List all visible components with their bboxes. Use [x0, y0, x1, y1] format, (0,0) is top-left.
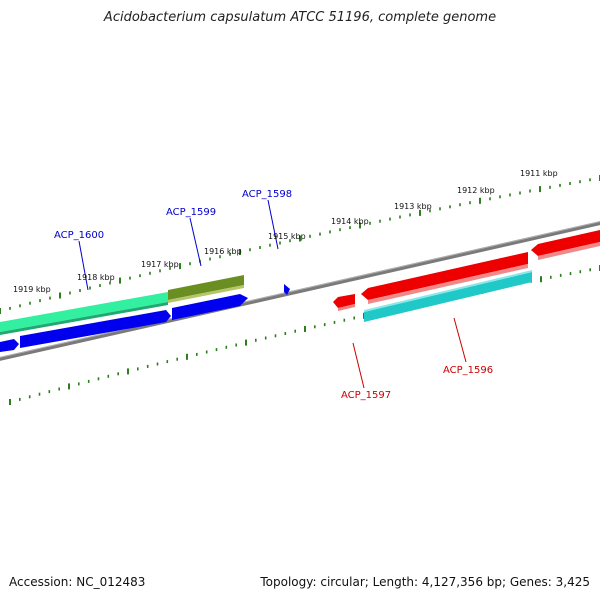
kbp-label: 1913 kbp	[394, 202, 432, 211]
feature-cds-forward-3[interactable]	[172, 294, 248, 320]
leader-acp-1600	[78, 240, 89, 291]
kbp-label: 1917 kbp	[141, 260, 179, 269]
feature-cds-forward-1[interactable]	[0, 339, 19, 352]
feature-acp-1599-bar-shade	[168, 285, 244, 303]
leader-acp-1596	[453, 317, 467, 363]
feature-acp-1597-arrow-shade	[338, 304, 355, 311]
feature-acp-1597-arrow[interactable]	[333, 294, 355, 308]
leader-acp-1598	[267, 199, 279, 250]
map-title: Acidobacterium capsulatum ATCC 51196, co…	[103, 10, 497, 25]
feature-cds-reverse-1-shade	[368, 264, 528, 304]
gene-labels: ACP_1600 ACP_1599 ACP_1598 ACP_1597 ACP_…	[54, 189, 493, 401]
feature-cds-reverse-1[interactable]	[361, 252, 528, 300]
forward-strand-features	[0, 275, 290, 352]
kbp-label: 1915 kbp	[268, 232, 306, 241]
genome-backbone-highlight	[0, 221, 600, 358]
kbp-labels: 1911 kbp 1912 kbp 1913 kbp 1914 kbp 1915…	[13, 169, 558, 294]
gene-label-acp-1596[interactable]: ACP_1596	[443, 365, 493, 376]
kbp-label: 1919 kbp	[13, 285, 51, 294]
gene-label-acp-1598[interactable]: ACP_1598	[242, 189, 292, 200]
kbp-label: 1914 kbp	[331, 217, 369, 226]
genome-summary-text: Topology: circular; Length: 4,127,356 bp…	[260, 575, 590, 589]
feature-acp-1596-bar[interactable]	[364, 272, 532, 322]
feature-acp-1598-marker[interactable]	[284, 284, 290, 295]
gene-label-acp-1599[interactable]: ACP_1599	[166, 207, 216, 218]
feature-acp-1600-bar[interactable]	[0, 292, 168, 332]
kbp-label: 1912 kbp	[457, 186, 495, 195]
feature-cds-reverse-2[interactable]	[531, 230, 600, 256]
gene-label-acp-1600[interactable]: ACP_1600	[54, 230, 104, 241]
feature-cds-forward-2[interactable]	[20, 310, 171, 348]
kbp-label: 1911 kbp	[520, 169, 558, 178]
leader-acp-1597	[352, 342, 365, 389]
tick-row-outer	[0, 175, 600, 314]
leader-lines	[78, 199, 467, 389]
feature-acp-1596-bar-shade	[364, 270, 532, 312]
gene-label-acp-1597[interactable]: ACP_1597	[341, 390, 391, 401]
reverse-strand-features	[333, 230, 600, 322]
feature-acp-1600-bar-shade	[0, 302, 168, 335]
accession-text: Accession: NC_012483	[9, 575, 146, 589]
kbp-label: 1918 kbp	[77, 273, 115, 282]
leader-acp-1599	[189, 217, 202, 267]
feature-cds-reverse-2-shade	[538, 242, 600, 260]
kbp-label: 1916 kbp	[204, 247, 242, 256]
genome-backbone	[0, 221, 600, 361]
feature-acp-1599-bar[interactable]	[168, 275, 244, 300]
